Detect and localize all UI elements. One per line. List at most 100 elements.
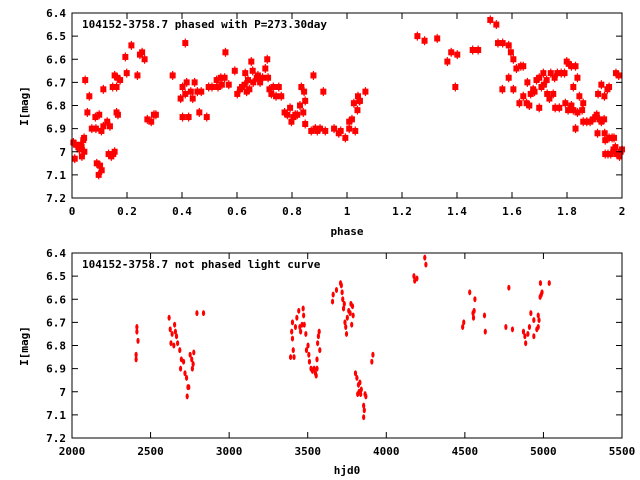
data-point [611,133,618,143]
data-point [448,47,455,57]
data-point [152,110,159,120]
y-tick-label: 6.4 [46,7,66,20]
y-tick-label: 6.4 [46,247,66,260]
y-tick-label: 6.5 [46,270,66,283]
data-point [191,77,198,87]
data-point [111,147,118,157]
x-tick-label: 0.4 [172,205,192,218]
data-point [574,107,581,117]
data-point [215,82,222,92]
y-tick-label: 6.8 [46,100,66,113]
data-point [341,305,346,312]
data-point [316,340,320,347]
data-point [270,82,277,92]
data-point [190,365,194,372]
data-point [341,296,345,303]
data-point [356,96,363,106]
data-point [317,328,321,335]
data-point [334,287,339,293]
data-point [606,82,613,92]
data-point [494,38,501,48]
data-point [290,335,295,342]
data-point [304,330,308,337]
data-point [294,110,301,120]
data-point [300,107,307,117]
data-point [362,87,369,97]
data-point [454,50,461,60]
data-point [527,324,532,330]
data-point [190,356,194,363]
x-tick-label: 4000 [373,445,400,458]
data-point [95,170,102,180]
data-point [350,303,355,310]
data-point [114,110,121,120]
data-point [183,370,187,377]
data-point [362,414,366,421]
data-point [337,126,344,136]
data-point [264,54,271,64]
data-point [178,347,182,354]
data-point [414,31,421,41]
data-point [532,333,536,340]
data-point [499,38,506,48]
y-tick-label: 7.2 [46,432,66,445]
data-point [241,80,248,90]
data-point [179,82,186,92]
data-point [612,142,619,152]
x-tick-label: 5000 [530,445,557,458]
data-point [554,68,561,78]
data-point [218,80,225,90]
x-tick-label: 1.4 [447,205,467,218]
data-point [423,254,427,261]
y-tick-label: 7.1 [46,169,66,182]
data-point [601,114,608,124]
y-tick-label: 6.5 [46,30,66,43]
data-point [415,275,419,282]
data-point [122,52,129,62]
data-point [524,77,531,87]
data-point [168,326,172,333]
data-point [217,73,224,83]
data-point [510,326,515,333]
data-point [521,328,526,335]
data-point [340,289,344,296]
data-point [570,105,577,115]
data-point [96,110,103,120]
data-point [536,324,540,330]
data-point [601,91,608,101]
data-point [134,70,141,80]
data-point [100,121,107,131]
data-point [320,87,327,97]
data-point [284,110,291,120]
data-point [540,68,547,78]
data-point [594,128,601,138]
y-tick-label: 6.9 [46,123,66,136]
data-point [174,333,179,340]
data-point [346,124,353,134]
data-point [109,82,116,92]
phased-plot: 104152-3758.7 phased with P=273.30day ph… [18,7,625,238]
data-point [536,312,540,319]
data-point [358,379,362,386]
data-point [307,358,312,365]
data-point [482,312,487,319]
data-point [510,84,517,94]
data-point [177,94,184,104]
data-point [310,70,317,80]
data-point [348,114,355,124]
data-point [113,82,120,92]
data-point [88,124,95,134]
data-point [561,68,568,78]
data-point [562,98,569,108]
data-point [520,61,527,71]
data-point [526,330,530,337]
data-point [92,112,99,122]
data-point [424,261,428,268]
data-point [139,47,146,57]
data-point [231,66,238,76]
data-point [330,298,335,305]
data-point [312,365,316,372]
data-point [71,154,78,164]
data-point [302,119,309,129]
